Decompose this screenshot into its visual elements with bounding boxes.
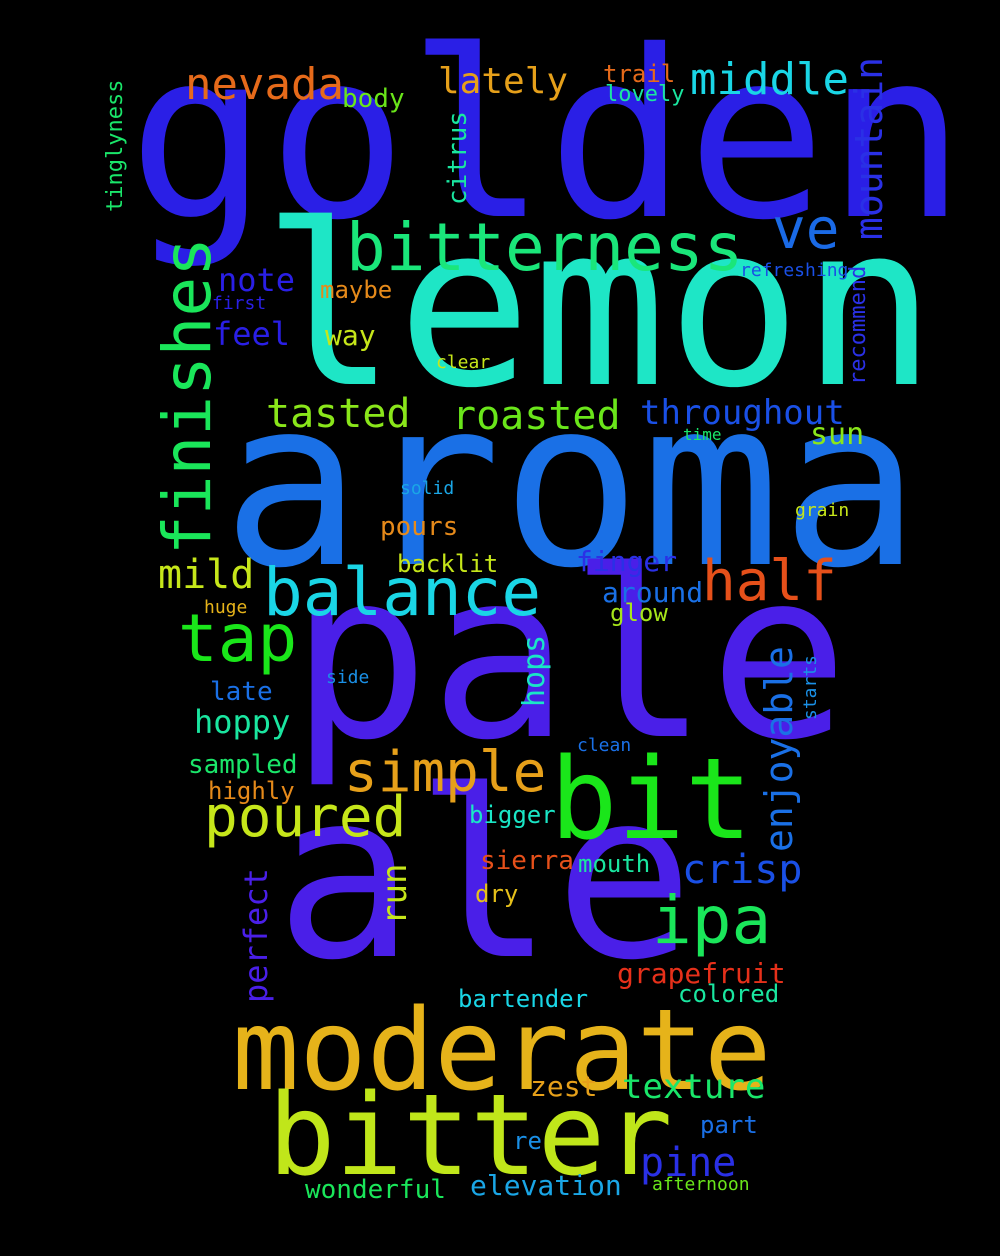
word-hops: hops xyxy=(517,634,552,707)
word-mouth: mouth xyxy=(578,850,651,878)
word-middle: middle xyxy=(690,54,849,105)
word-solid: solid xyxy=(400,478,455,499)
word-backlit: backlit xyxy=(397,550,499,578)
word-ve: ve xyxy=(772,197,840,262)
word-part: part xyxy=(700,1111,758,1139)
word-clean: clean xyxy=(577,735,632,756)
word-lately: lately xyxy=(438,61,569,102)
word-nevada: nevada xyxy=(185,59,344,110)
word-crisp: crisp xyxy=(682,847,803,893)
word-starts: starts xyxy=(800,654,821,720)
word-tasted: tasted xyxy=(266,391,411,437)
word-sampled: sampled xyxy=(188,750,298,780)
word-elevation: elevation xyxy=(470,1169,622,1202)
word-tinglyness: tinglyness xyxy=(103,79,128,212)
word-mountain: mountain xyxy=(847,56,891,240)
word-pale: pale xyxy=(290,521,849,791)
word-bitterness: bitterness xyxy=(346,209,744,286)
word-simple: simple xyxy=(344,740,547,805)
word-re: re xyxy=(513,1127,542,1155)
word-lemon: lemon xyxy=(262,176,937,437)
word-dry: dry xyxy=(475,880,519,908)
word-bartender: bartender xyxy=(458,985,589,1013)
word-side: side xyxy=(326,667,370,688)
word-ipa: ipa xyxy=(652,882,772,959)
word-note: note xyxy=(218,261,296,299)
word-bit: bit xyxy=(550,735,753,865)
word-way: way xyxy=(325,319,376,352)
word-sun: sun xyxy=(810,417,865,452)
word-sierra: sierra xyxy=(480,846,574,876)
word-huge: huge xyxy=(204,597,248,618)
word-balance: balance xyxy=(263,554,542,631)
word-finger: finger xyxy=(576,545,678,578)
word-maybe: maybe xyxy=(320,276,393,304)
word-perfect: perfect xyxy=(237,868,275,1003)
word-ale: ale xyxy=(275,741,695,1011)
word-grain: grain xyxy=(795,500,850,521)
word-finishes: finishes xyxy=(149,237,226,555)
word-golden: golden xyxy=(128,1,967,271)
word-lovely: lovely xyxy=(605,82,685,107)
word-afternoon: afternoon xyxy=(652,1174,750,1195)
word-bitter: bitter xyxy=(268,1071,673,1201)
word-mild: mild xyxy=(158,552,255,598)
word-citrus: citrus xyxy=(443,111,473,205)
word-tap: tap xyxy=(178,600,298,677)
word-texture: texture xyxy=(622,1067,766,1107)
word-colored: colored xyxy=(678,980,780,1008)
word-pours: pours xyxy=(380,512,459,542)
word-recommend: recommend xyxy=(846,265,871,385)
word-pine: pine xyxy=(640,1140,737,1186)
word-feel: feel xyxy=(213,315,291,353)
word-half: half xyxy=(702,549,837,614)
word-poured: poured xyxy=(204,785,407,850)
word-grapefruit: grapefruit xyxy=(617,957,786,990)
word-highly: highly xyxy=(208,777,295,805)
word-hoppy: hoppy xyxy=(194,703,291,741)
word-trail: trail xyxy=(603,60,676,88)
word-aroma: aroma xyxy=(222,349,921,619)
word-throughout: throughout xyxy=(640,393,845,433)
word-enjoyable: enjoyable xyxy=(757,646,801,852)
word-around: around xyxy=(602,576,704,609)
word-bigger: bigger xyxy=(469,801,556,829)
word-clear: clear xyxy=(436,352,491,373)
word-run: run xyxy=(375,863,415,925)
word-first: first xyxy=(212,293,267,314)
word-late: late xyxy=(210,677,273,707)
word-refreshing: refreshing xyxy=(740,260,849,281)
word-glow: glow xyxy=(610,599,668,627)
word-wonderful: wonderful xyxy=(305,1175,446,1205)
word-time: time xyxy=(683,425,722,444)
word-roasted: roasted xyxy=(452,393,621,439)
word-moderate: moderate xyxy=(232,986,772,1116)
word-body: body xyxy=(342,84,405,114)
word-zest: zest xyxy=(530,1070,598,1103)
